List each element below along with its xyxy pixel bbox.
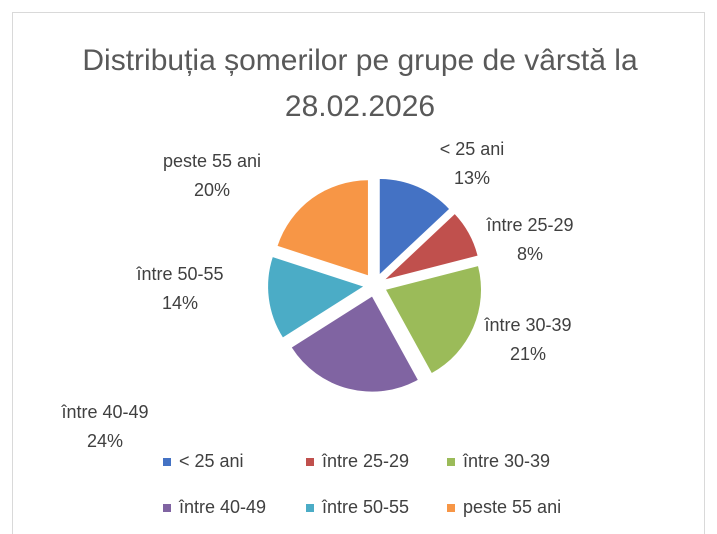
slice-value-label: 8% (517, 244, 543, 264)
legend-label: între 30-39 (462, 451, 550, 471)
slice-value-label: 14% (162, 293, 198, 313)
pie-slice (385, 214, 478, 280)
legend-marker (447, 458, 455, 466)
pie-slice (268, 257, 364, 338)
slice-category-label: între 30-39 (483, 315, 571, 335)
pie-slice (277, 180, 368, 276)
legend-marker (306, 504, 314, 512)
pie-slice (291, 296, 418, 392)
slice-category-label: peste 55 ani (163, 151, 261, 171)
legend-marker (163, 458, 171, 466)
slice-value-label: 13% (454, 168, 490, 188)
legend-marker (163, 504, 171, 512)
slice-category-label: între 50-55 (135, 264, 223, 284)
chart-border (12, 12, 705, 534)
legend-label: între 40-49 (178, 497, 266, 517)
slice-value-label: 21% (510, 344, 546, 364)
legend-label: < 25 ani (179, 451, 244, 471)
slice-category-label: < 25 ani (440, 139, 505, 159)
pie-slice (379, 178, 450, 274)
pie-slice (386, 266, 482, 374)
legend-label: între 25-29 (321, 451, 409, 471)
legend-marker (306, 458, 314, 466)
chart-title: Distribuția șomerilor pe grupe de vârstă… (82, 44, 638, 123)
slice-category-label: între 25-29 (485, 215, 573, 235)
legend-label: între 50-55 (321, 497, 409, 517)
legend-label: peste 55 ani (463, 497, 561, 517)
slice-value-label: 24% (87, 431, 123, 451)
slice-value-label: 20% (194, 180, 230, 200)
slice-category-label: între 40-49 (60, 402, 148, 422)
legend-marker (447, 504, 455, 512)
